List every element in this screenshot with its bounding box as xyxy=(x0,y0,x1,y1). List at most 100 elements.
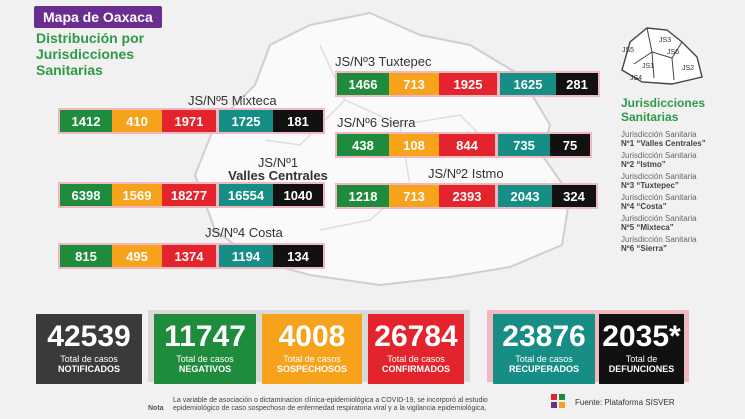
legend-item-line2: Nº2 “Istmo” xyxy=(621,160,666,169)
jurisdiction-row-tuxtepec-b: 1625 281 xyxy=(498,71,600,97)
jurisdiction-label: JS/Nº5 Mixteca xyxy=(188,93,277,108)
legend-item: Jurisdicción Sanitaria Nº3 “Tuxtepec” xyxy=(621,172,736,190)
total-label2: SOSPECHOSOS xyxy=(276,364,348,374)
legend-item-line1: Jurisdicción Sanitaria xyxy=(621,193,697,202)
total-value: 26784 xyxy=(374,320,458,353)
negativos-value: 6398 xyxy=(60,184,112,206)
subtitle-line: Distribución por xyxy=(36,30,145,46)
sisver-logo-icon xyxy=(551,394,565,408)
legend-item-line2: Nº5 “Mixteca” xyxy=(621,223,674,232)
legend-item-line1: Jurisdicción Sanitaria xyxy=(621,151,697,160)
total-label1: Total de xyxy=(625,354,658,364)
recuperados-value: 2043 xyxy=(498,185,552,207)
total-value: 4008 xyxy=(278,320,346,353)
sospechosos-value: 410 xyxy=(112,110,162,132)
minimap-label: JS5 xyxy=(622,47,634,54)
minimap-label: JS3 xyxy=(659,37,671,44)
minimap-label: JS6 xyxy=(667,49,679,56)
sospechosos-value: 495 xyxy=(112,245,162,267)
jurisdiction-row-valles: 6398 1569 18277 xyxy=(58,182,218,208)
total-label1: Total de casos xyxy=(60,354,118,364)
total-defunciones: 2035* Total de DEFUNCIONES xyxy=(599,314,684,384)
total-label2: RECUPERADOS xyxy=(508,364,579,374)
jurisdiction-row-mixteca: 1412 410 1971 xyxy=(58,108,218,134)
jurisdiction-row-mixteca-b: 1725 181 xyxy=(217,108,325,134)
total-label1: Total de casos xyxy=(283,354,341,364)
total-value: 42539 xyxy=(47,320,131,353)
jurisdiction-row-costa: 815 495 1374 xyxy=(58,243,218,269)
legend-item: Jurisdicción Sanitaria Nº2 “Istmo” xyxy=(621,151,736,169)
legend-item-line1: Jurisdicción Sanitaria xyxy=(621,214,697,223)
legend-item: Jurisdicción Sanitaria Nº1 “Valles Centra… xyxy=(621,130,736,148)
jurisdiction-label-line: JS/Nº1 xyxy=(257,155,299,170)
total-value: 2035* xyxy=(602,320,681,353)
legend-title-line: Sanitarias xyxy=(621,110,679,124)
total-value: 11747 xyxy=(164,320,246,353)
jurisdiction-row-istmo-b: 2043 324 xyxy=(496,183,598,209)
jurisdiction-label: JS/Nº1 Valles Centrales xyxy=(228,156,328,182)
confirmados-value: 2393 xyxy=(439,185,495,207)
jurisdiction-row-sierra: 438 108 844 xyxy=(335,132,497,158)
total-negativos: 11747 Total de casos NEGATIVOS xyxy=(154,314,256,384)
total-value: 23876 xyxy=(502,320,586,353)
negativos-value: 815 xyxy=(60,245,112,267)
defunciones-value: 281 xyxy=(556,73,598,95)
legend-item: Jurisdicción Sanitaria Nº6 “Sierra” xyxy=(621,235,736,253)
jurisdiction-label-line: Valles Centrales xyxy=(228,168,328,183)
source-text: Fuente: Plataforma SISVER xyxy=(575,398,675,407)
jurisdiction-label: JS/Nº4 Costa xyxy=(205,225,283,240)
confirmados-value: 18277 xyxy=(162,184,216,206)
sospechosos-value: 713 xyxy=(389,185,439,207)
defunciones-value: 1040 xyxy=(273,184,323,206)
total-label2: CONFIRMADOS xyxy=(382,364,450,374)
defunciones-value: 75 xyxy=(550,134,590,156)
jurisdiction-label: JS/Nº2 Istmo xyxy=(428,166,504,181)
negativos-value: 1412 xyxy=(60,110,112,132)
total-confirmados: 26784 Total de casos CONFIRMADOS xyxy=(368,314,464,384)
jurisdiction-label: JS/Nº6 Sierra xyxy=(337,115,416,130)
note-text: La variable de asociación o dictaminacio… xyxy=(173,397,488,412)
recuperados-value: 1625 xyxy=(500,73,556,95)
jurisdiction-label: JS/Nº3 Tuxtepec xyxy=(335,54,432,69)
legend-item-line1: Jurisdicción Sanitaria xyxy=(621,172,697,181)
jurisdiction-row-sierra-b: 735 75 xyxy=(496,132,592,158)
confirmados-value: 844 xyxy=(439,134,495,156)
subtitle-line: Sanitarias xyxy=(36,62,103,78)
negativos-value: 1218 xyxy=(337,185,389,207)
confirmados-value: 1374 xyxy=(162,245,216,267)
legend-item-line2: Nº6 “Sierra” xyxy=(621,244,668,253)
legend-item-line1: Jurisdicción Sanitaria xyxy=(621,235,697,244)
total-notificados: 42539 Total de casos NOTIFICADOS xyxy=(36,314,142,384)
legend-item-line2: Nº1 “Valles Centrales” xyxy=(621,139,706,148)
recuperados-value: 1194 xyxy=(219,245,273,267)
legend-item-line2: Nº4 “Costa” xyxy=(621,202,667,211)
sospechosos-value: 1569 xyxy=(112,184,162,206)
negativos-value: 438 xyxy=(337,134,389,156)
legend-item-line2: Nº3 “Tuxtepec” xyxy=(621,181,679,190)
total-label1: Total de casos xyxy=(515,354,573,364)
subtitle-line: Jurisdicciones xyxy=(36,46,135,62)
confirmados-value: 1925 xyxy=(439,73,497,95)
legend-item-line1: Jurisdicción Sanitaria xyxy=(621,130,697,139)
total-sospechosos: 4008 Total de casos SOSPECHOSOS xyxy=(262,314,362,384)
legend-title: Jurisdicciones Sanitarias xyxy=(621,96,705,124)
recuperados-value: 1725 xyxy=(219,110,273,132)
page-subtitle: Distribución por Jurisdicciones Sanitari… xyxy=(36,30,176,78)
legend-item: Jurisdicción Sanitaria Nº5 “Mixteca” xyxy=(621,214,736,232)
defunciones-value: 134 xyxy=(273,245,323,267)
recuperados-value: 735 xyxy=(498,134,550,156)
minimap-label: JS1 xyxy=(642,63,654,70)
jurisdiction-row-istmo: 1218 713 2393 xyxy=(335,183,497,209)
jurisdiction-row-costa-b: 1194 134 xyxy=(217,243,325,269)
confirmados-value: 1971 xyxy=(162,110,216,132)
total-recuperados: 23876 Total de casos RECUPERADOS xyxy=(493,314,595,384)
defunciones-value: 181 xyxy=(273,110,323,132)
minimap-label: JS4 xyxy=(630,75,642,82)
page-title: Mapa de Oaxaca xyxy=(34,6,162,28)
sospechosos-value: 713 xyxy=(389,73,439,95)
legend-item: Jurisdicción Sanitaria Nº4 “Costa” xyxy=(621,193,736,211)
total-label1: Total de casos xyxy=(387,354,445,364)
recuperados-value: 16554 xyxy=(219,184,273,206)
note-label: Nota xyxy=(148,405,164,412)
jurisdiction-row-valles-b: 16554 1040 xyxy=(217,182,325,208)
